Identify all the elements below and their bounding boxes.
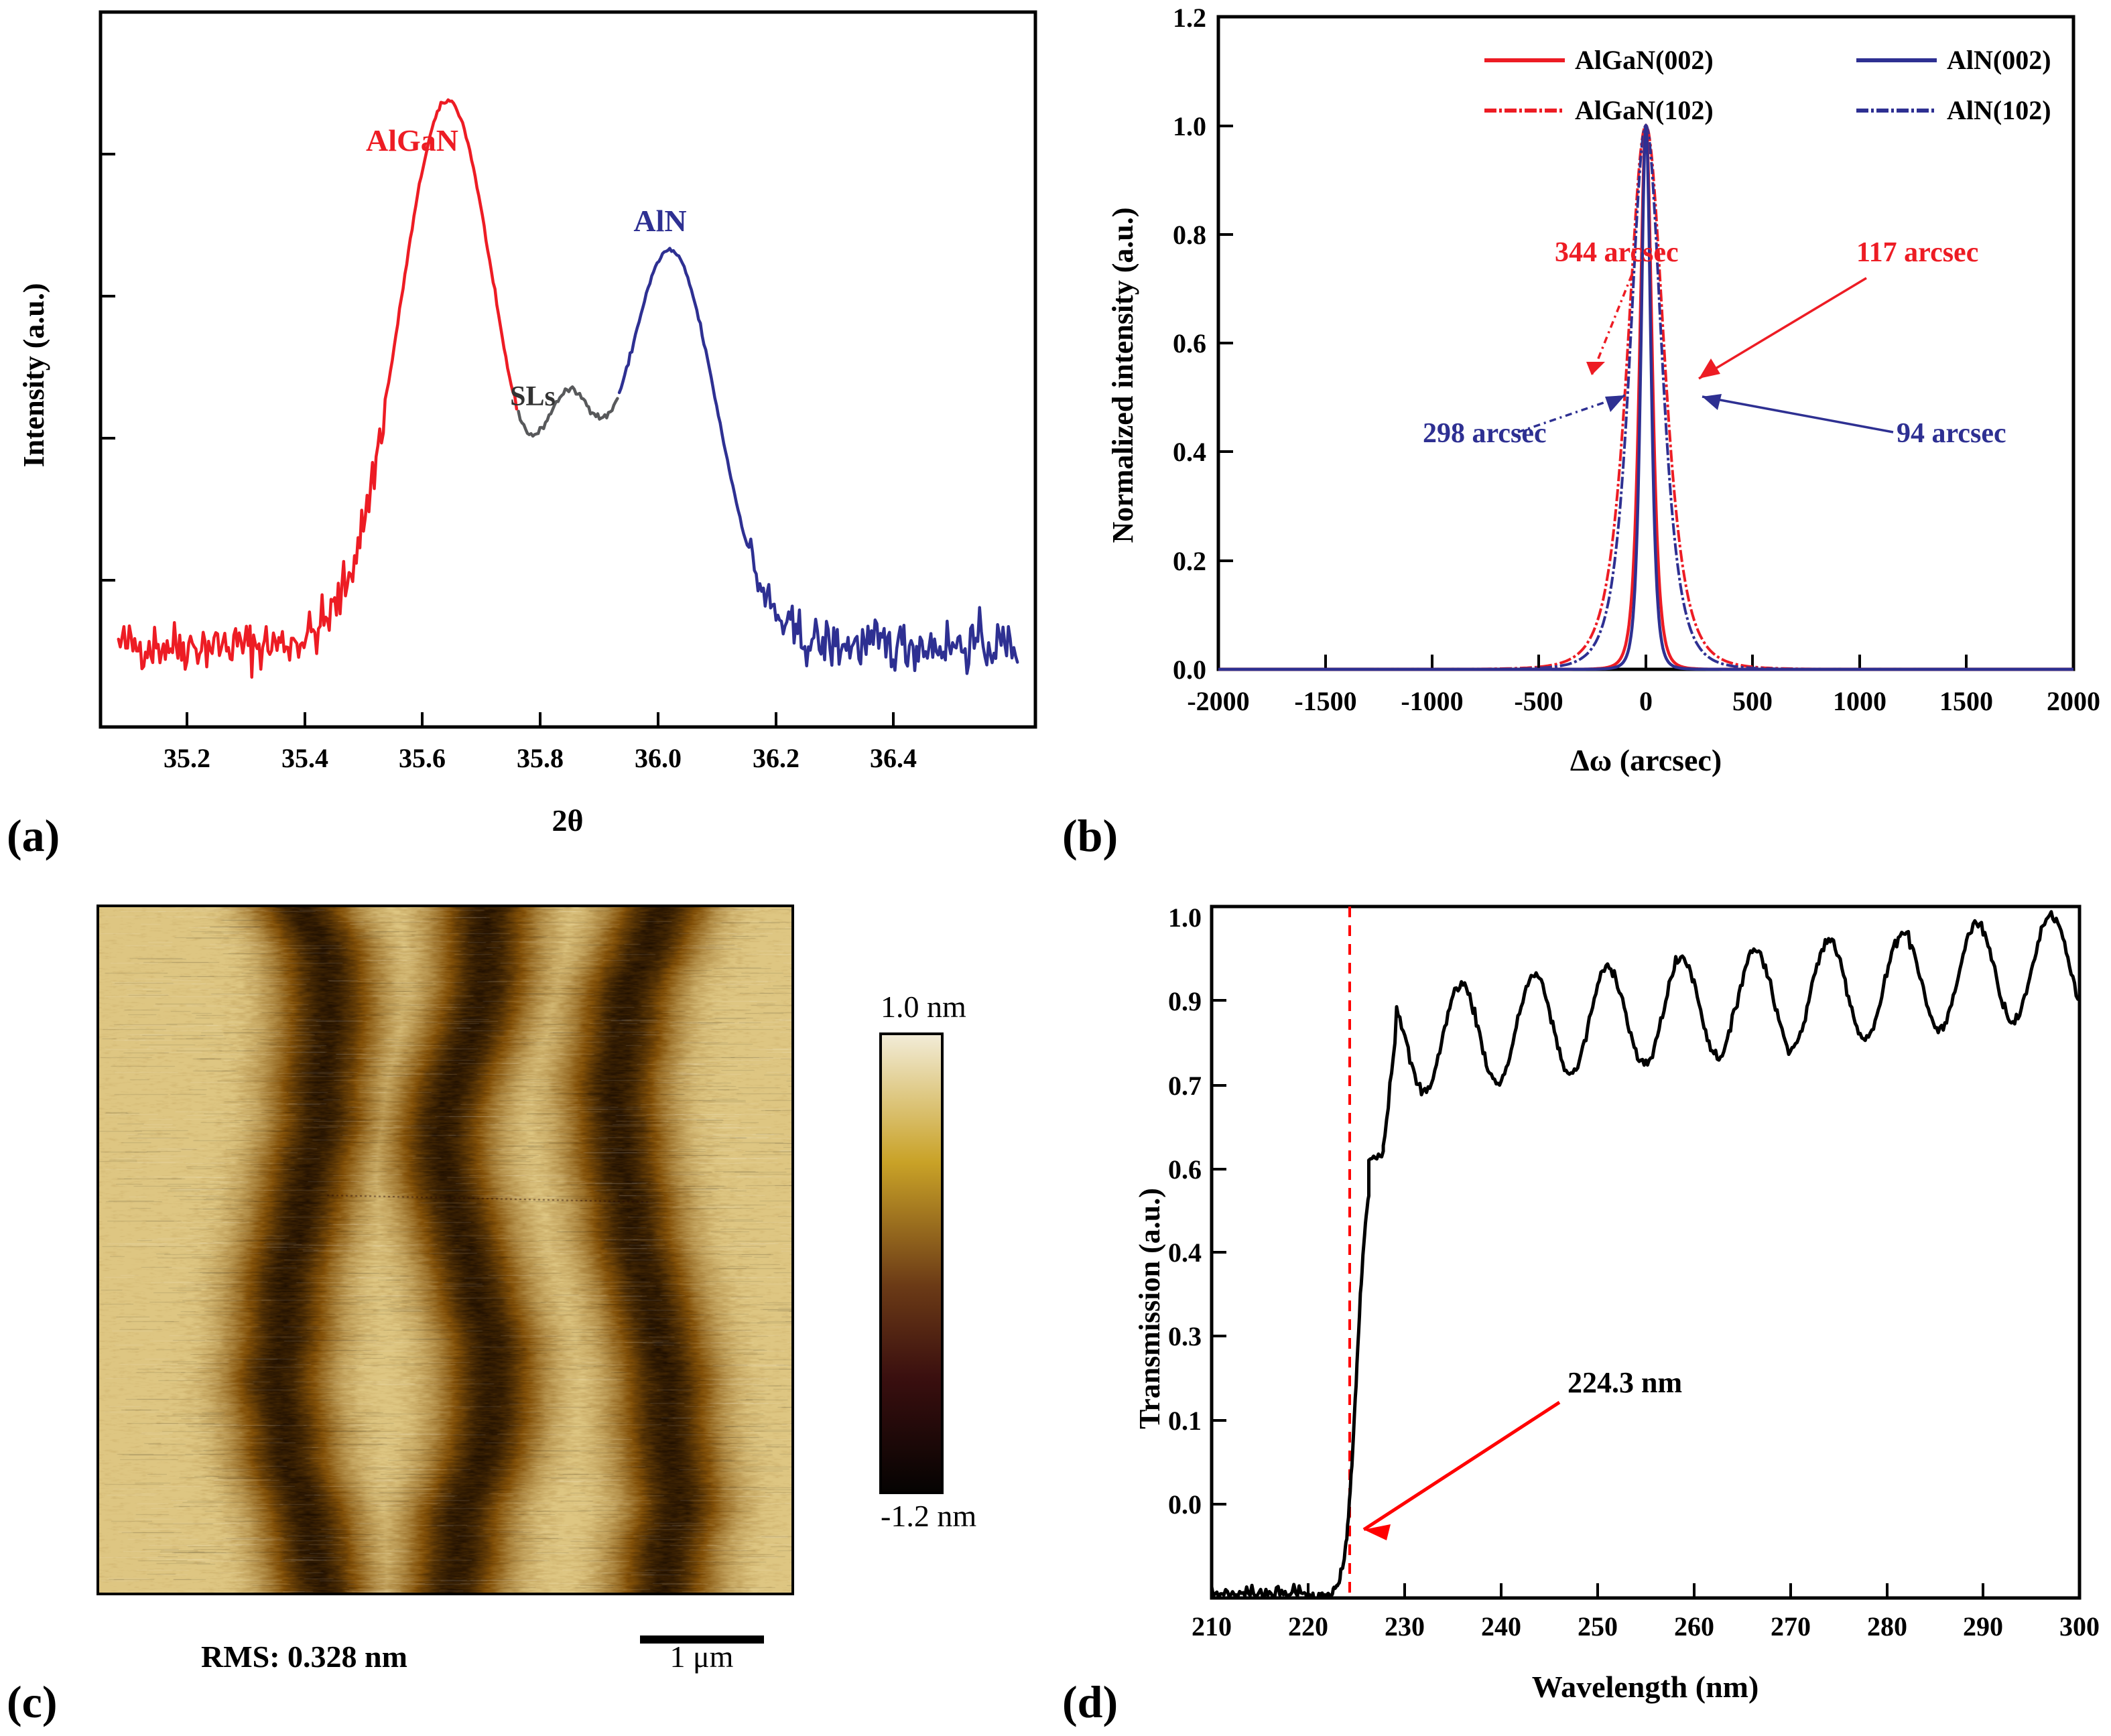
svg-text:0.0: 0.0 — [1173, 655, 1206, 685]
svg-text:35.6: 35.6 — [399, 743, 446, 773]
svg-text:0.2: 0.2 — [1173, 546, 1206, 576]
svg-text:AlN(102): AlN(102) — [1947, 95, 2051, 125]
svg-text:0.6: 0.6 — [1173, 328, 1206, 358]
svg-text:240: 240 — [1481, 1611, 1521, 1642]
svg-text:500: 500 — [1732, 686, 1773, 716]
svg-text:(c): (c) — [7, 1676, 57, 1727]
svg-text:250: 250 — [1578, 1611, 1618, 1642]
svg-text:(d): (d) — [1062, 1676, 1118, 1727]
svg-text:AlGaN: AlGaN — [366, 123, 458, 157]
svg-text:2θ: 2θ — [552, 803, 583, 838]
svg-text:260: 260 — [1674, 1611, 1714, 1642]
svg-text:2000: 2000 — [2047, 686, 2100, 716]
svg-text:-2000: -2000 — [1187, 686, 1249, 716]
svg-text:224.3 nm: 224.3 nm — [1568, 1366, 1682, 1399]
svg-text:0.8: 0.8 — [1173, 220, 1206, 250]
svg-text:36.4: 36.4 — [870, 743, 917, 773]
svg-text:AlN(002): AlN(002) — [1947, 45, 2051, 75]
svg-text:1.2: 1.2 — [1173, 3, 1206, 33]
svg-text:35.8: 35.8 — [517, 743, 564, 773]
svg-text:35.2: 35.2 — [164, 743, 210, 773]
svg-text:AlGaN(102): AlGaN(102) — [1575, 95, 1714, 125]
svg-text:0.0: 0.0 — [1168, 1489, 1202, 1520]
svg-text:298 arcsec: 298 arcsec — [1423, 418, 1547, 449]
svg-text:-1000: -1000 — [1401, 686, 1463, 716]
svg-text:(b): (b) — [1062, 810, 1118, 861]
svg-text:Δω (arcsec): Δω (arcsec) — [1570, 743, 1722, 777]
svg-text:0.4: 0.4 — [1173, 437, 1206, 467]
svg-text:300: 300 — [2059, 1611, 2100, 1642]
svg-text:-1.2 nm: -1.2 nm — [881, 1499, 976, 1533]
svg-text:Wavelength (nm): Wavelength (nm) — [1532, 1670, 1759, 1704]
svg-text:0: 0 — [1639, 686, 1653, 716]
svg-text:Transmission (a.u.): Transmission (a.u.) — [1133, 1188, 1166, 1429]
svg-text:0.6: 0.6 — [1168, 1154, 1202, 1185]
svg-text:Intensity (a.u.): Intensity (a.u.) — [17, 283, 50, 467]
svg-text:36.0: 36.0 — [635, 743, 682, 773]
svg-text:270: 270 — [1771, 1611, 1811, 1642]
svg-text:0.3: 0.3 — [1168, 1321, 1202, 1351]
svg-text:210: 210 — [1192, 1611, 1232, 1642]
svg-text:SLs: SLs — [510, 381, 556, 412]
svg-text:-1500: -1500 — [1294, 686, 1356, 716]
svg-text:117 arcsec: 117 arcsec — [1856, 237, 1978, 268]
svg-text:220: 220 — [1288, 1611, 1328, 1642]
svg-text:280: 280 — [1867, 1611, 1907, 1642]
svg-text:1500: 1500 — [1939, 686, 1993, 716]
svg-text:Normalized intensity (a.u.): Normalized intensity (a.u.) — [1106, 207, 1139, 543]
svg-text:RMS: 0.328 nm: RMS: 0.328 nm — [201, 1640, 407, 1674]
svg-text:0.4: 0.4 — [1168, 1238, 1202, 1268]
svg-text:0.9: 0.9 — [1168, 986, 1202, 1016]
svg-text:(a): (a) — [7, 810, 60, 861]
svg-text:290: 290 — [1963, 1611, 2003, 1642]
svg-text:94 arcsec: 94 arcsec — [1897, 418, 2006, 449]
svg-text:35.4: 35.4 — [281, 743, 328, 773]
svg-text:230: 230 — [1385, 1611, 1425, 1642]
svg-text:1.0: 1.0 — [1173, 111, 1206, 141]
svg-text:AlN: AlN — [633, 204, 686, 238]
svg-text:1000: 1000 — [1833, 686, 1886, 716]
svg-text:1.0 nm: 1.0 nm — [881, 990, 966, 1024]
svg-text:36.2: 36.2 — [753, 743, 799, 773]
svg-text:-500: -500 — [1514, 686, 1563, 716]
svg-text:344 arcsec: 344 arcsec — [1555, 237, 1679, 268]
svg-text:AlGaN(002): AlGaN(002) — [1575, 45, 1714, 75]
svg-text:1 μm: 1 μm — [670, 1640, 734, 1674]
svg-text:1.0: 1.0 — [1168, 903, 1202, 933]
svg-text:0.1: 0.1 — [1168, 1406, 1202, 1436]
svg-text:0.7: 0.7 — [1168, 1071, 1202, 1101]
